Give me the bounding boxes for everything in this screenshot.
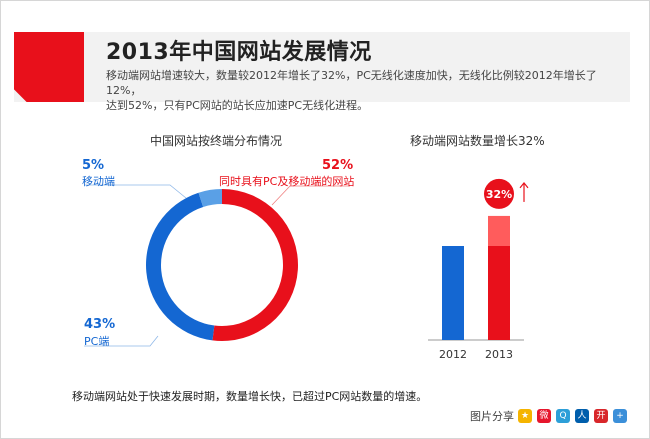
bar-chart-title: 移动端网站数量增长32%	[410, 134, 545, 148]
donut-slice-both	[212, 189, 298, 341]
pc-leader-line	[84, 335, 159, 347]
page-title: 2013年中国网站发展情况	[106, 40, 372, 65]
both-leader-line	[271, 185, 350, 206]
bar-2013-growth-segment	[488, 215, 510, 246]
mobile-leader-line	[84, 184, 187, 199]
mobile-label: 移动端	[82, 175, 115, 188]
growth-badge-label: 32%	[486, 188, 512, 201]
both-percent: 52%	[322, 158, 354, 173]
kaixin-icon[interactable]: 开	[594, 409, 608, 423]
renren-icon[interactable]: 人	[575, 409, 589, 423]
growth-badge	[484, 178, 514, 209]
header-banner	[14, 32, 630, 102]
share-label: 图片分享	[470, 410, 514, 423]
mobile-percent: 5%	[82, 158, 105, 173]
footnote: 移动端网站处于快速发展时期，数量增长快，已超过PC网站数量的增速。	[72, 390, 428, 403]
description-line-2: 达到52%，只有PC网站的站长应加速PC无线化进程。	[106, 99, 369, 112]
more-share-icon[interactable]: +	[613, 409, 627, 423]
donut-slice-pc	[145, 192, 215, 341]
donut-slice-mobile	[198, 189, 222, 207]
both-label: 同时具有PC及移动端的网站	[219, 175, 355, 188]
header-accent	[14, 32, 84, 102]
qzone-icon[interactable]: ★	[518, 409, 532, 423]
tencent-weibo-icon[interactable]: Q	[556, 409, 570, 423]
bar-2013	[488, 246, 510, 340]
description-line-1: 移动端网站增速较大，数量较2012年增长了32%，PC无线化速度加快，无线化比例…	[106, 69, 597, 97]
bar-label-2012: 2012	[439, 348, 467, 361]
growth-arrow-head	[519, 181, 529, 189]
donut-chart-title: 中国网站按终端分布情况	[150, 134, 283, 148]
bar-label-2013: 2013	[485, 348, 513, 361]
page-description: 移动端网站增速较大，数量较2012年增长了32%，PC无线化速度加快，无线化比例…	[106, 68, 616, 113]
pc-label: PC端	[84, 335, 110, 348]
weibo-icon[interactable]: 微	[537, 409, 551, 423]
bar-2012	[442, 246, 464, 340]
pc-percent: 43%	[84, 317, 116, 332]
